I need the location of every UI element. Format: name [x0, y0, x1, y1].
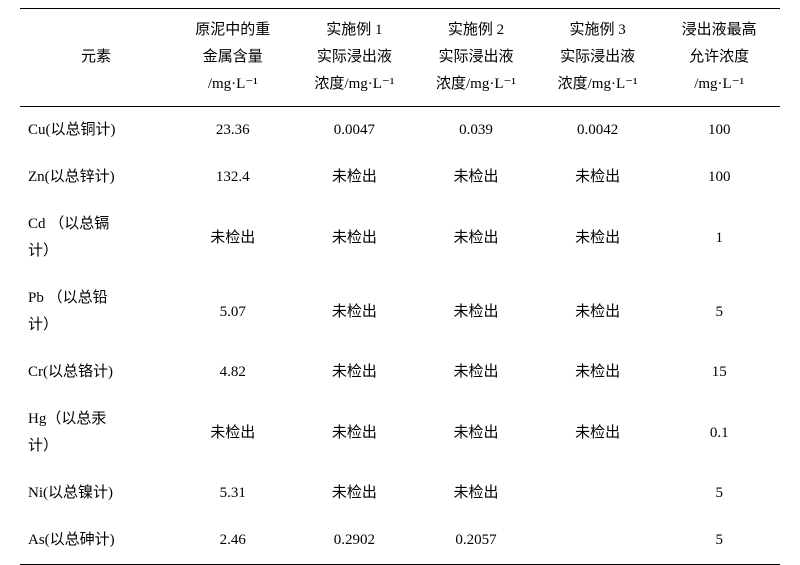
cell-element: Cu(以总铜计) [20, 107, 172, 155]
cell-example2: 未检出 [415, 201, 537, 275]
cell-example3: 未检出 [537, 275, 659, 349]
cell-example1: 未检出 [294, 201, 416, 275]
cell-example3: 0.0042 [537, 107, 659, 155]
cell-max: 1 [658, 201, 780, 275]
cell-example1: 0.0047 [294, 107, 416, 155]
table-header-row: 元素 原泥中的重金属含量/mg·L⁻¹ 实施例 1实际浸出液浓度/mg·L⁻¹ … [20, 9, 780, 107]
header-element: 元素 [20, 9, 172, 107]
header-example2: 实施例 2实际浸出液浓度/mg·L⁻¹ [415, 9, 537, 107]
table-row: Pb （以总铅计）5.07未检出未检出未检出5 [20, 275, 780, 349]
table-row: As(以总砷计)2.460.29020.2057 5 [20, 517, 780, 565]
cell-example1: 未检出 [294, 470, 416, 517]
cell-example3 [537, 470, 659, 517]
cell-original: 2.46 [172, 517, 294, 565]
table-row: Cu(以总铜计)23.360.00470.0390.0042100 [20, 107, 780, 155]
cell-example2: 未检出 [415, 349, 537, 396]
cell-example1: 未检出 [294, 275, 416, 349]
header-example3: 实施例 3实际浸出液浓度/mg·L⁻¹ [537, 9, 659, 107]
cell-element: As(以总砷计) [20, 517, 172, 565]
table-body: Cu(以总铜计)23.360.00470.0390.0042100Zn(以总锌计… [20, 107, 780, 565]
cell-example3: 未检出 [537, 349, 659, 396]
cell-original: 5.31 [172, 470, 294, 517]
cell-max: 100 [658, 154, 780, 201]
cell-example3: 未检出 [537, 396, 659, 470]
cell-max: 15 [658, 349, 780, 396]
header-example1: 实施例 1实际浸出液浓度/mg·L⁻¹ [294, 9, 416, 107]
cell-max: 5 [658, 470, 780, 517]
table-row: Zn(以总锌计)132.4未检出未检出未检出100 [20, 154, 780, 201]
cell-example2: 未检出 [415, 275, 537, 349]
cell-original: 4.82 [172, 349, 294, 396]
cell-element: Ni(以总镍计) [20, 470, 172, 517]
cell-original: 132.4 [172, 154, 294, 201]
table-row: Ni(以总镍计)5.31未检出未检出5 [20, 470, 780, 517]
cell-element: Zn(以总锌计) [20, 154, 172, 201]
cell-element: Cd （以总镉计） [20, 201, 172, 275]
cell-original: 23.36 [172, 107, 294, 155]
cell-example1: 未检出 [294, 154, 416, 201]
cell-element: Pb （以总铅计） [20, 275, 172, 349]
header-max-allowed: 浸出液最高允许浓度/mg·L⁻¹ [658, 9, 780, 107]
cell-element: Hg（以总汞计） [20, 396, 172, 470]
cell-example1: 未检出 [294, 349, 416, 396]
cell-element: Cr(以总铬计) [20, 349, 172, 396]
cell-example3: 未检出 [537, 201, 659, 275]
cell-example3 [537, 517, 659, 565]
cell-example1: 未检出 [294, 396, 416, 470]
cell-example3: 未检出 [537, 154, 659, 201]
cell-original: 5.07 [172, 275, 294, 349]
cell-example2: 未检出 [415, 396, 537, 470]
cell-example2: 未检出 [415, 470, 537, 517]
table-row: Hg（以总汞计）未检出未检出未检出未检出0.1 [20, 396, 780, 470]
cell-original: 未检出 [172, 201, 294, 275]
table-row: Cr(以总铬计)4.82未检出未检出未检出15 [20, 349, 780, 396]
heavy-metal-table: 元素 原泥中的重金属含量/mg·L⁻¹ 实施例 1实际浸出液浓度/mg·L⁻¹ … [20, 8, 780, 565]
cell-max: 0.1 [658, 396, 780, 470]
cell-max: 100 [658, 107, 780, 155]
cell-original: 未检出 [172, 396, 294, 470]
cell-example2: 0.2057 [415, 517, 537, 565]
cell-example2: 0.039 [415, 107, 537, 155]
cell-max: 5 [658, 275, 780, 349]
cell-example2: 未检出 [415, 154, 537, 201]
cell-example1: 0.2902 [294, 517, 416, 565]
cell-max: 5 [658, 517, 780, 565]
table-row: Cd （以总镉计）未检出未检出未检出未检出1 [20, 201, 780, 275]
header-original: 原泥中的重金属含量/mg·L⁻¹ [172, 9, 294, 107]
